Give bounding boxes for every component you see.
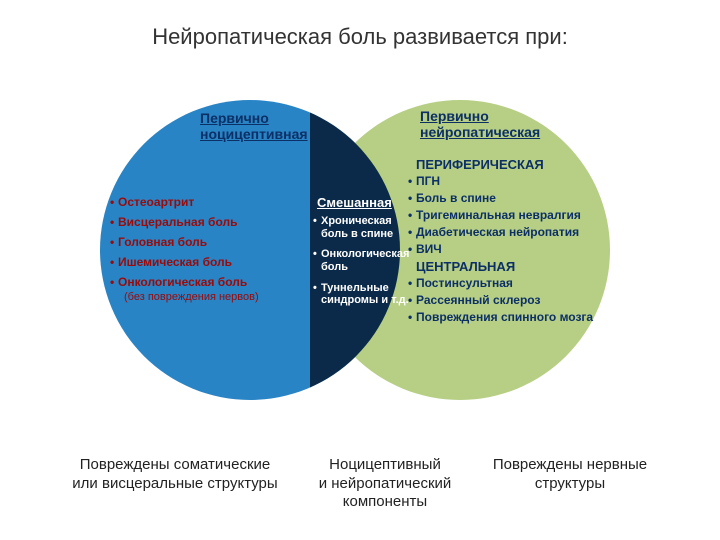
mixed-heading: Смешанная — [317, 195, 397, 210]
subhead-central: ЦЕНТРАЛЬНАЯ — [416, 259, 618, 274]
list-item: Рассеянный склероз — [408, 293, 618, 307]
list-item: Боль в спине — [408, 191, 618, 205]
left-items: Остеоартрит Висцеральная боль Головная б… — [110, 195, 290, 309]
caption-left: Повреждены соматические или висцеральные… — [70, 456, 280, 512]
slide-title: Нейропатическая боль развивается при: — [0, 24, 720, 50]
list-item: Ишемическая боль — [110, 255, 290, 269]
list-item: Постинсультная — [408, 276, 618, 290]
left-note: (без повреждения нервов) — [124, 291, 290, 303]
list-item: Онкологическая боль — [313, 248, 413, 273]
slide-root: Нейропатическая боль развивается при: Пе… — [0, 0, 720, 540]
central-items: Постинсультная Рассеянный склероз Повреж… — [408, 276, 618, 324]
list-item: Хроническая боль в спине — [313, 215, 413, 240]
left-heading: Первично ноцицептивная — [200, 110, 320, 142]
subhead-peripheral: ПЕРИФЕРИЧЕСКАЯ — [416, 157, 618, 172]
right-block: ПЕРИФЕРИЧЕСКАЯ ПГН Боль в спине Тригемин… — [408, 155, 618, 327]
right-heading: Первично нейропатическая — [420, 108, 590, 140]
list-item: Онкологическая боль (без повреждения нер… — [110, 275, 290, 303]
caption-right: Повреждены нервные структуры — [490, 456, 650, 512]
list-item: Туннельные синдромы и т.д. — [313, 282, 413, 307]
caption-mid-l2: и нейропатический — [319, 475, 452, 492]
mixed-items: Хроническая боль в спине Онкологическая … — [313, 215, 413, 315]
list-item: Остеоартрит — [110, 195, 290, 209]
list-item: Висцеральная боль — [110, 215, 290, 229]
caption-mid-l3: компоненты — [343, 493, 427, 510]
bottom-captions: Повреждены соматические или висцеральные… — [0, 456, 720, 512]
list-item: ПГН — [408, 174, 618, 188]
list-item: Тригеминальная невралгия — [408, 208, 618, 222]
caption-mid-l1: Ноцицептивный — [329, 456, 441, 473]
list-item: ВИЧ — [408, 242, 618, 256]
peripheral-items: ПГН Боль в спине Тригеминальная невралги… — [408, 174, 618, 256]
caption-mid: Ноцицептивный и нейропатический компонен… — [290, 456, 480, 512]
list-item-text: Онкологическая боль — [118, 275, 247, 289]
list-item: Повреждения спинного мозга — [408, 310, 618, 324]
list-item: Диабетическая нейропатия — [408, 225, 618, 239]
list-item: Головная боль — [110, 235, 290, 249]
